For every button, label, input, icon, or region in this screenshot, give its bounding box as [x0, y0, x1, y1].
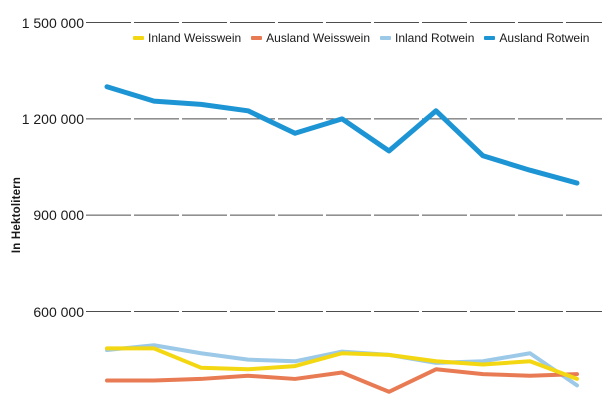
legend-item-ausland-weisswein: Ausland Weisswein — [251, 31, 370, 45]
legend-item-inland-weisswein: Inland Weisswein — [133, 31, 241, 45]
y-tick-label: 1 200 000 — [21, 110, 84, 127]
line-ausland-rotwein — [104, 84, 580, 186]
legend-label: Inland Weisswein — [148, 31, 242, 45]
line-inland-weisswein — [105, 346, 579, 381]
legend: Inland Weisswein Ausland Weisswein Inlan… — [133, 31, 589, 45]
legend-swatch-icon — [484, 36, 496, 40]
legend-swatch-icon — [251, 36, 263, 40]
y-axis-title: In Hektolitern — [11, 176, 23, 254]
y-tick-label: 900 000 — [33, 207, 84, 224]
legend-item-inland-rotwein: Inland Rotwein — [380, 31, 474, 45]
legend-label: Inland Rotwein — [395, 31, 475, 45]
y-tick-label: 600 000 — [33, 303, 84, 320]
legend-swatch-icon — [380, 36, 391, 40]
legend-label: Ausland Rotwein — [499, 31, 590, 45]
y-tick-label: 1 500 000 — [21, 14, 84, 31]
legend-label: Ausland Weisswein — [266, 31, 370, 45]
legend-swatch-icon — [133, 36, 144, 40]
legend-item-ausland-rotwein: Ausland Rotwein — [484, 31, 589, 45]
line-ausland-weisswein — [105, 367, 579, 394]
